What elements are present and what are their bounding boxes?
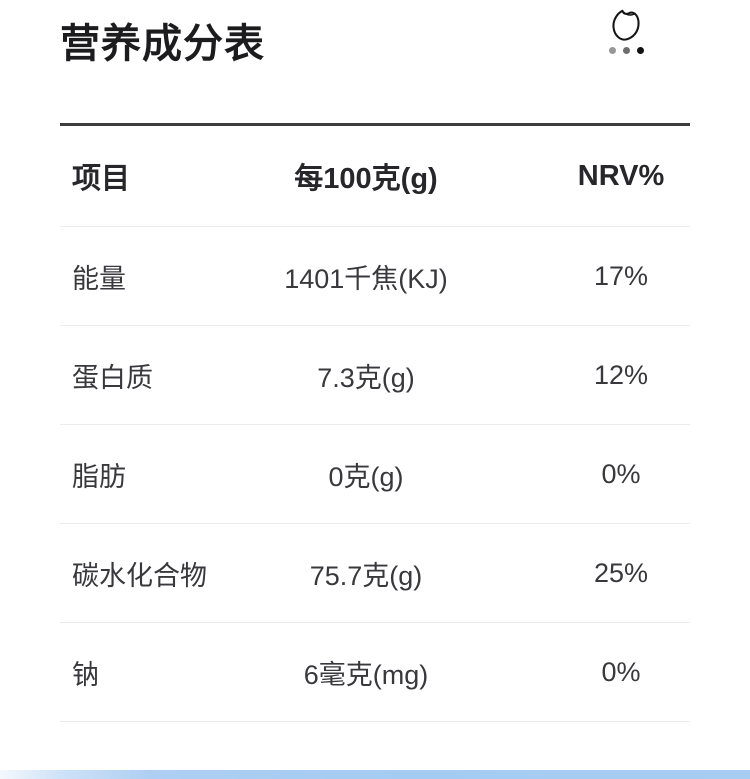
brand-mark (608, 6, 644, 54)
table-header-row: 项目 每100克(g) NRV% (60, 126, 690, 227)
table-row-carbohydrate: 碳水化合物 75.7克(g) 25% (60, 524, 690, 623)
bottom-accent-strip (0, 770, 750, 779)
column-header-nrv: NRV% (577, 159, 665, 192)
dot-row (608, 47, 644, 54)
row-per100g-value: 6毫克(mg) (303, 659, 429, 690)
dot-icon (622, 47, 630, 54)
panel-header: 营养成分表 (60, 0, 690, 68)
row-per100g-value: 0克(g) (328, 461, 404, 492)
dot-icon (608, 47, 616, 54)
table-row-sodium: 钠 6毫克(mg) 0% (60, 623, 690, 722)
rice-grain-icon (610, 6, 642, 44)
row-item-label: 能量 (72, 263, 126, 294)
page-title: 营养成分表 (60, 22, 265, 66)
row-per100g-value: 1401千焦(KJ) (284, 263, 448, 294)
table-row-energy: 能量 1401千焦(KJ) 17% (60, 227, 690, 326)
row-per100g-value: 7.3克(g) (317, 362, 415, 393)
row-nrv-value: 25% (593, 557, 649, 588)
column-header-item: 项目 (72, 163, 131, 195)
row-nrv-value: 0% (601, 656, 641, 687)
dot-icon (636, 47, 644, 54)
table-row-fat: 脂肪 0克(g) 0% (60, 425, 690, 524)
nutrition-table: 项目 每100克(g) NRV% 能量 1401千焦(KJ) 17% 蛋白质 7… (60, 123, 690, 722)
row-nrv-value: 12% (593, 359, 649, 390)
row-item-label: 脂肪 (72, 461, 126, 492)
row-nrv-value: 17% (593, 260, 649, 291)
row-nrv-value: 0% (601, 458, 641, 489)
row-item-label: 碳水化合物 (72, 560, 207, 591)
row-per100g-value: 75.7克(g) (309, 560, 423, 591)
row-item-label: 蛋白质 (72, 362, 153, 393)
table-row-protein: 蛋白质 7.3克(g) 12% (60, 326, 690, 425)
column-header-per100g: 每100克(g) (294, 163, 438, 195)
row-item-label: 钠 (72, 659, 99, 690)
